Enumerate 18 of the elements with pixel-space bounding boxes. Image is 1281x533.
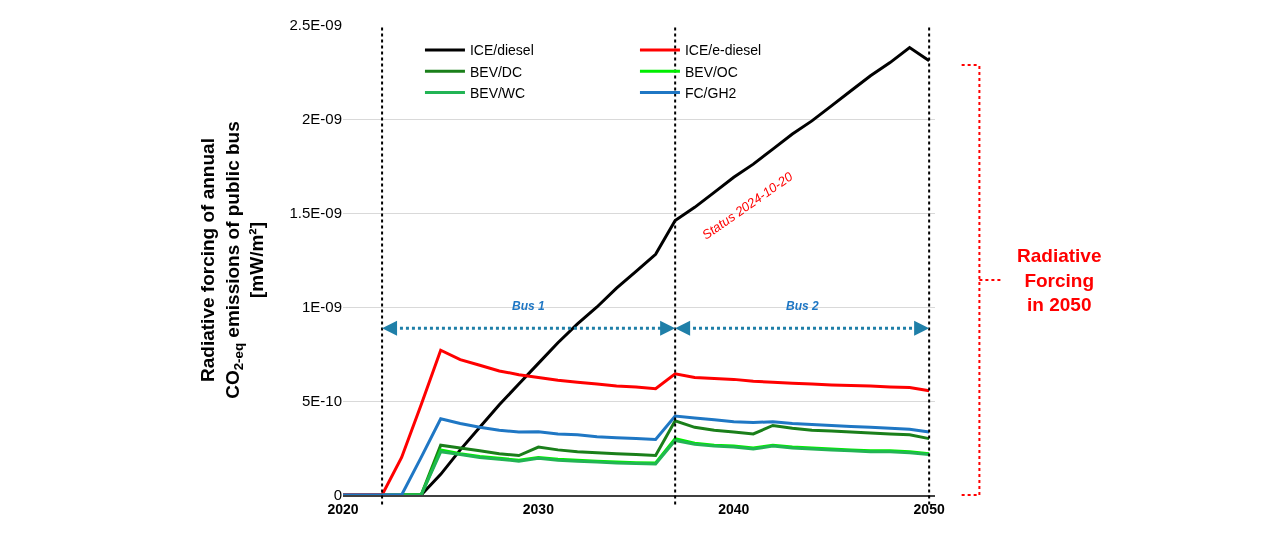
legend-label: ICE/e-diesel xyxy=(684,42,762,59)
annotation: Bus 2 xyxy=(786,299,819,313)
legend-label: ICE/diesel xyxy=(469,42,534,59)
x-tick-label: 2050 xyxy=(913,500,945,517)
legend-label: FC/GH2 xyxy=(684,84,737,101)
annotation: Bus 1 xyxy=(512,299,545,313)
x-tick-label: 2030 xyxy=(522,500,555,517)
line-series xyxy=(343,414,931,495)
y-tick-label: 1.5E-09 xyxy=(289,204,342,222)
y-tick-label: 2E-09 xyxy=(301,110,342,128)
text: Radiative Forcing in 2050 xyxy=(1017,245,1102,316)
legend-label: BEV/OC xyxy=(684,63,738,80)
legend-label: BEV/DC xyxy=(469,63,523,80)
y-tick-label: 2.5E-09 xyxy=(289,16,342,34)
x-tick-label: 2040 xyxy=(718,500,750,517)
y-tick-label: 1E-09 xyxy=(301,298,342,316)
y-tick-label: 5E-10 xyxy=(301,392,342,410)
legend-label: BEV/WC xyxy=(469,84,526,101)
